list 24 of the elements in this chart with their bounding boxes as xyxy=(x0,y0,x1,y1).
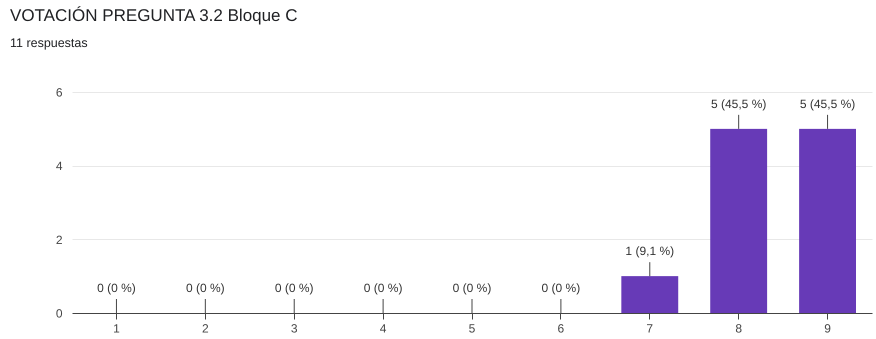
data-label: 0 (0 %) xyxy=(274,281,314,295)
x-tick-label: 1 xyxy=(113,322,120,336)
x-tick-label: 5 xyxy=(468,322,476,336)
data-label: 5 (45,5 %) xyxy=(710,96,766,111)
x-tick-label: 3 xyxy=(290,322,298,336)
x-tick-label: 2 xyxy=(202,322,209,336)
data-label: 0 (0 %) xyxy=(542,281,580,295)
chart-title: VOTACIÓN PREGUNTA 3.2 Bloque C xyxy=(10,6,298,26)
data-label: 5 (45,5 %) xyxy=(800,96,856,111)
x-tick-label: 7 xyxy=(646,322,654,336)
y-tick-label: 4 xyxy=(56,159,63,174)
data-label: 0 (0 %) xyxy=(97,281,136,295)
x-tick-label: 4 xyxy=(380,322,387,336)
data-label: 0 (0 %) xyxy=(364,281,402,295)
data-label: 0 (0 %) xyxy=(452,281,492,295)
data-label: 0 (0 %) xyxy=(186,281,225,295)
chart-subtitle: 11 respuestas xyxy=(10,36,88,50)
y-tick-label: 6 xyxy=(56,86,63,100)
data-label: 1 (9,1 %) xyxy=(625,244,674,258)
x-tick-label: 8 xyxy=(735,322,742,336)
y-tick-label: 0 xyxy=(56,306,63,320)
x-tick-label: 6 xyxy=(558,322,565,336)
x-tick-label: 9 xyxy=(824,322,832,336)
y-tick-label: 2 xyxy=(56,232,63,247)
